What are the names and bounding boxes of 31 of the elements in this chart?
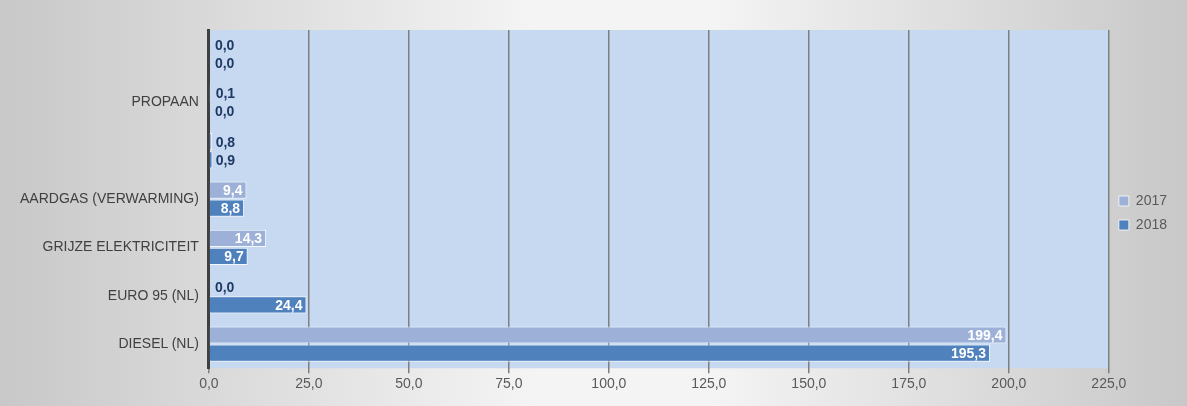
y-tick-label: GRIJZE ELEKTRICITEIT bbox=[42, 238, 200, 255]
data-label: 24,4 bbox=[275, 296, 303, 313]
data-label: 199,4 bbox=[967, 326, 1003, 343]
data-label: 0,1 bbox=[215, 85, 236, 102]
x-tick-label: 0,0 bbox=[199, 375, 219, 392]
x-tick-label: 50,0 bbox=[395, 375, 423, 392]
data-label: 9,4 bbox=[223, 181, 243, 198]
data-label: 9,7 bbox=[224, 248, 244, 265]
y-tick-label: PROPAAN bbox=[131, 93, 199, 110]
x-tick-label: 25,0 bbox=[295, 375, 323, 392]
legend-label: 2017 bbox=[1135, 191, 1168, 208]
x-tick-label: 150,0 bbox=[791, 375, 827, 392]
data-label: 14,3 bbox=[234, 230, 263, 247]
y-tick-label: AARDGAS (VERWARMING) bbox=[20, 189, 199, 206]
y-tick-label: DIESEL (NL) bbox=[118, 334, 199, 351]
data-label: 195,3 bbox=[951, 344, 987, 361]
x-tick-label: 200,0 bbox=[991, 375, 1027, 392]
data-label: 0,0 bbox=[214, 36, 235, 53]
x-tick-label: 175,0 bbox=[891, 375, 927, 392]
x-tick-label: 125,0 bbox=[691, 375, 727, 392]
data-label: 8,8 bbox=[220, 200, 241, 217]
data-label: 0,9 bbox=[215, 151, 236, 168]
y-tick-label: EURO 95 (NL) bbox=[107, 286, 199, 303]
data-label: 0,0 bbox=[214, 55, 235, 72]
data-label: 0,0 bbox=[214, 278, 235, 295]
data-label: 0,0 bbox=[214, 103, 235, 120]
x-tick-label: 225,0 bbox=[1091, 375, 1127, 392]
x-tick-label: 100,0 bbox=[591, 375, 627, 392]
data-label: 0,8 bbox=[215, 133, 236, 150]
x-tick-label: 75,0 bbox=[495, 375, 523, 392]
legend-label: 2018 bbox=[1135, 215, 1168, 232]
